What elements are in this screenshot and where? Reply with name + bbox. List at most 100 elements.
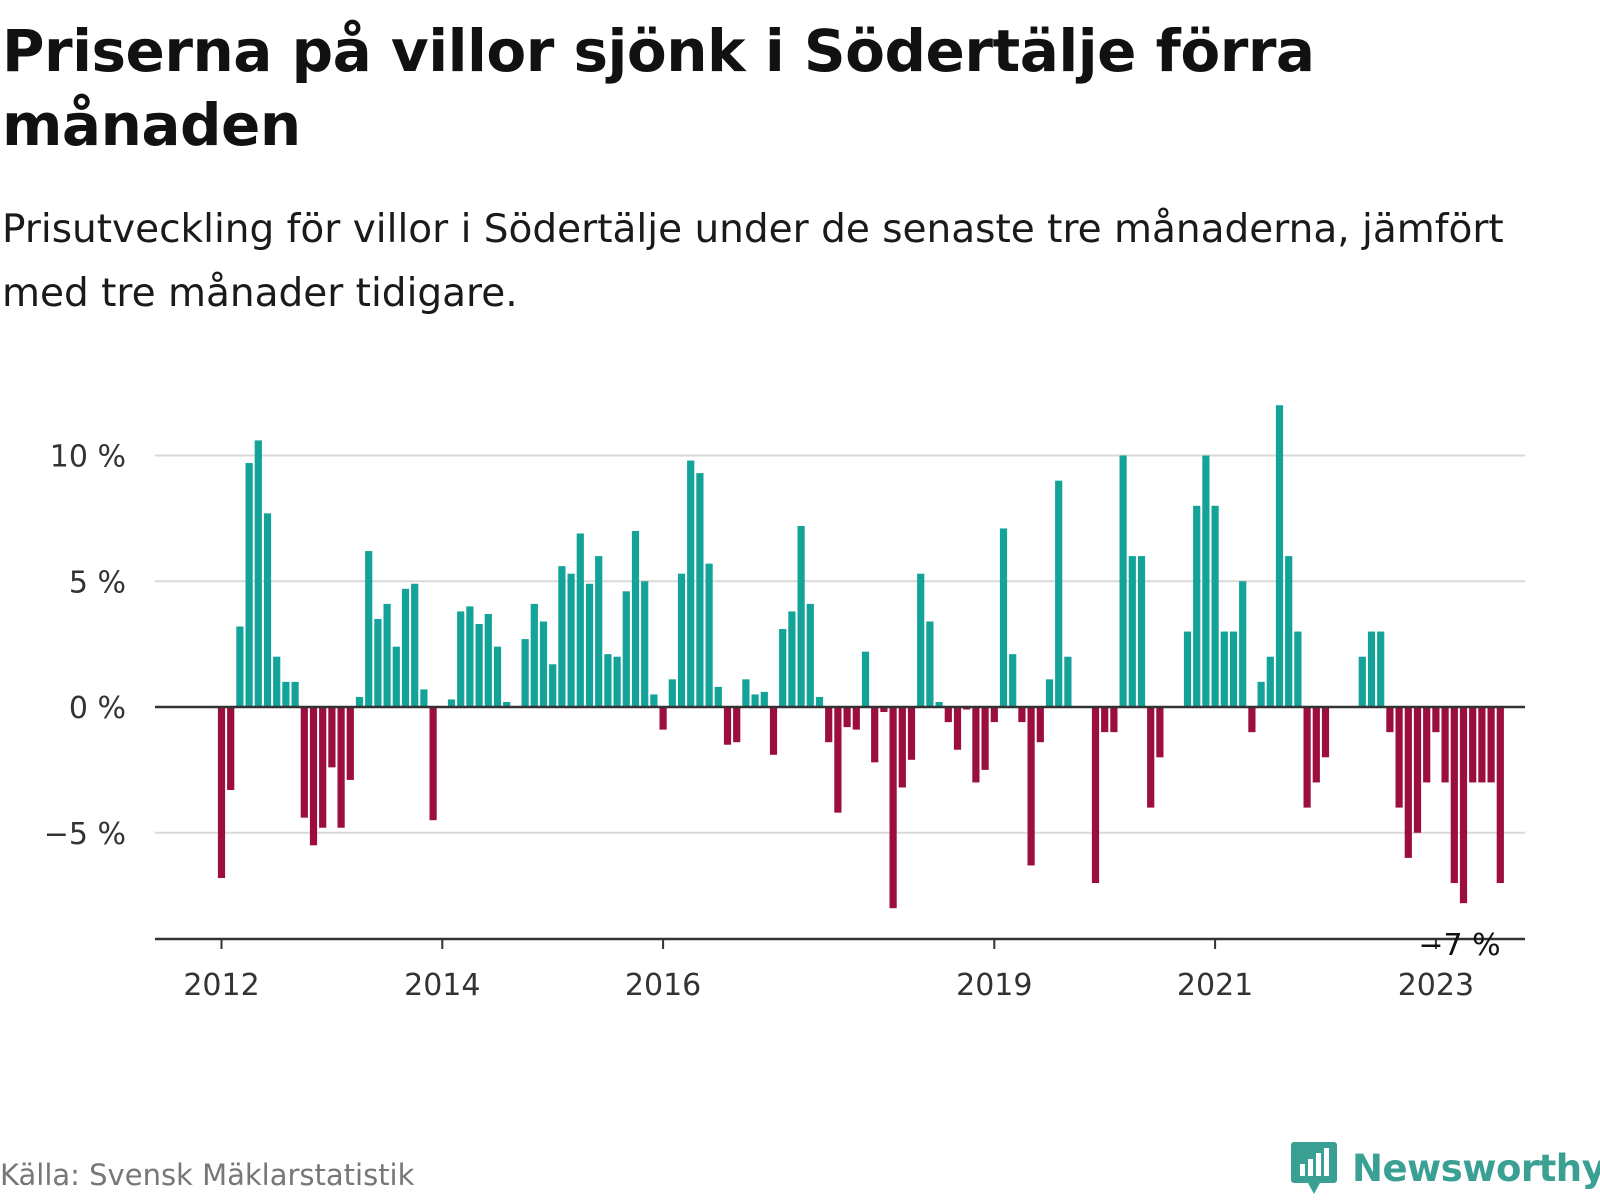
bar (1009, 654, 1017, 707)
bar (696, 473, 704, 708)
bar (1018, 707, 1026, 723)
bar (1156, 707, 1164, 758)
bar (346, 707, 354, 780)
bar (641, 581, 649, 707)
bar (705, 563, 713, 707)
axes (155, 705, 1525, 949)
bar (521, 639, 529, 708)
bar (1239, 581, 1247, 707)
chart-subtitle: Prisutveckling för villor i Södertälje u… (2, 207, 1504, 316)
bar (530, 603, 538, 707)
bar (1027, 707, 1035, 866)
source-credit: Källa: Svensk Mäklarstatistik (0, 1158, 415, 1192)
bar (595, 556, 603, 707)
bar (1036, 707, 1044, 743)
bar (1404, 707, 1412, 858)
bar (217, 707, 226, 879)
bar (1303, 707, 1311, 808)
bar (1266, 656, 1274, 707)
bar (788, 611, 796, 707)
bar (852, 707, 860, 730)
bar (1469, 707, 1477, 783)
bar (245, 463, 253, 707)
bar (1147, 707, 1155, 808)
bar (889, 707, 897, 909)
bar (659, 707, 667, 730)
bar (917, 573, 925, 707)
bar (420, 689, 428, 707)
bar (1193, 505, 1201, 707)
bar (1441, 707, 1449, 783)
bar (687, 460, 695, 707)
bar (503, 701, 511, 707)
bar (1257, 681, 1265, 707)
bar (1110, 707, 1118, 733)
bar (1055, 480, 1063, 707)
bar (1478, 707, 1486, 783)
bar (880, 707, 888, 713)
bar (834, 707, 842, 813)
bar (1220, 631, 1228, 707)
x-tick-label: 2014 (404, 968, 480, 1003)
bar (263, 513, 272, 708)
bar (466, 606, 474, 707)
bar (1395, 707, 1403, 808)
bar (1312, 707, 1320, 783)
bar (539, 621, 548, 707)
bar (475, 624, 483, 707)
newsworthy-logo[interactable]: Newsworthy (1290, 1140, 1600, 1196)
bar (1321, 707, 1330, 758)
y-tick-label: −5 % (44, 817, 126, 852)
bar (1413, 707, 1422, 833)
chart-title: Priserna på villor sjönk i Södertälje fö… (2, 17, 1315, 159)
bar (604, 654, 612, 707)
bar (797, 525, 805, 707)
bar (254, 440, 262, 707)
bar (1064, 656, 1072, 707)
bar (383, 603, 391, 707)
bar (990, 707, 998, 723)
bar (742, 679, 750, 707)
bar (907, 707, 916, 760)
bar (871, 707, 879, 763)
bar (401, 588, 410, 707)
bar (1367, 631, 1376, 707)
x-tick-label: 2016 (625, 968, 701, 1003)
bar (1091, 707, 1100, 884)
bar (309, 707, 318, 846)
bar (1450, 707, 1458, 884)
bar (1496, 707, 1504, 884)
x-tick-label: 2021 (1177, 968, 1253, 1003)
bar (1045, 679, 1054, 707)
bar-chart: 10 % 5 % 0 % −5 % 2012 2014 2016 2019 2021 2023 −7… (44, 405, 1525, 1003)
bar (668, 679, 676, 707)
bar (677, 573, 686, 707)
bar (1386, 707, 1394, 733)
bar (273, 656, 281, 707)
bar (374, 618, 382, 707)
bar (236, 626, 244, 707)
value-annotation: −7 % (1418, 928, 1500, 963)
bars (217, 405, 1504, 909)
bar (1294, 631, 1302, 707)
bar (935, 701, 943, 707)
bar (733, 707, 741, 743)
bar (622, 591, 630, 707)
bar (1202, 455, 1210, 707)
bar (751, 694, 759, 707)
x-tick-label: 2012 (183, 968, 259, 1003)
bar (714, 686, 722, 707)
bar (585, 583, 594, 707)
bar (337, 707, 345, 828)
bar (291, 681, 299, 707)
gridlines (155, 454, 1525, 834)
bar (999, 528, 1008, 707)
bar (328, 707, 336, 768)
bar (944, 707, 952, 723)
logo-text: Newsworthy (1352, 1146, 1600, 1190)
y-tick-label: 0 % (69, 691, 126, 726)
bar (898, 707, 906, 788)
bar (972, 707, 980, 783)
bar (1248, 707, 1256, 733)
bar (1285, 556, 1293, 707)
